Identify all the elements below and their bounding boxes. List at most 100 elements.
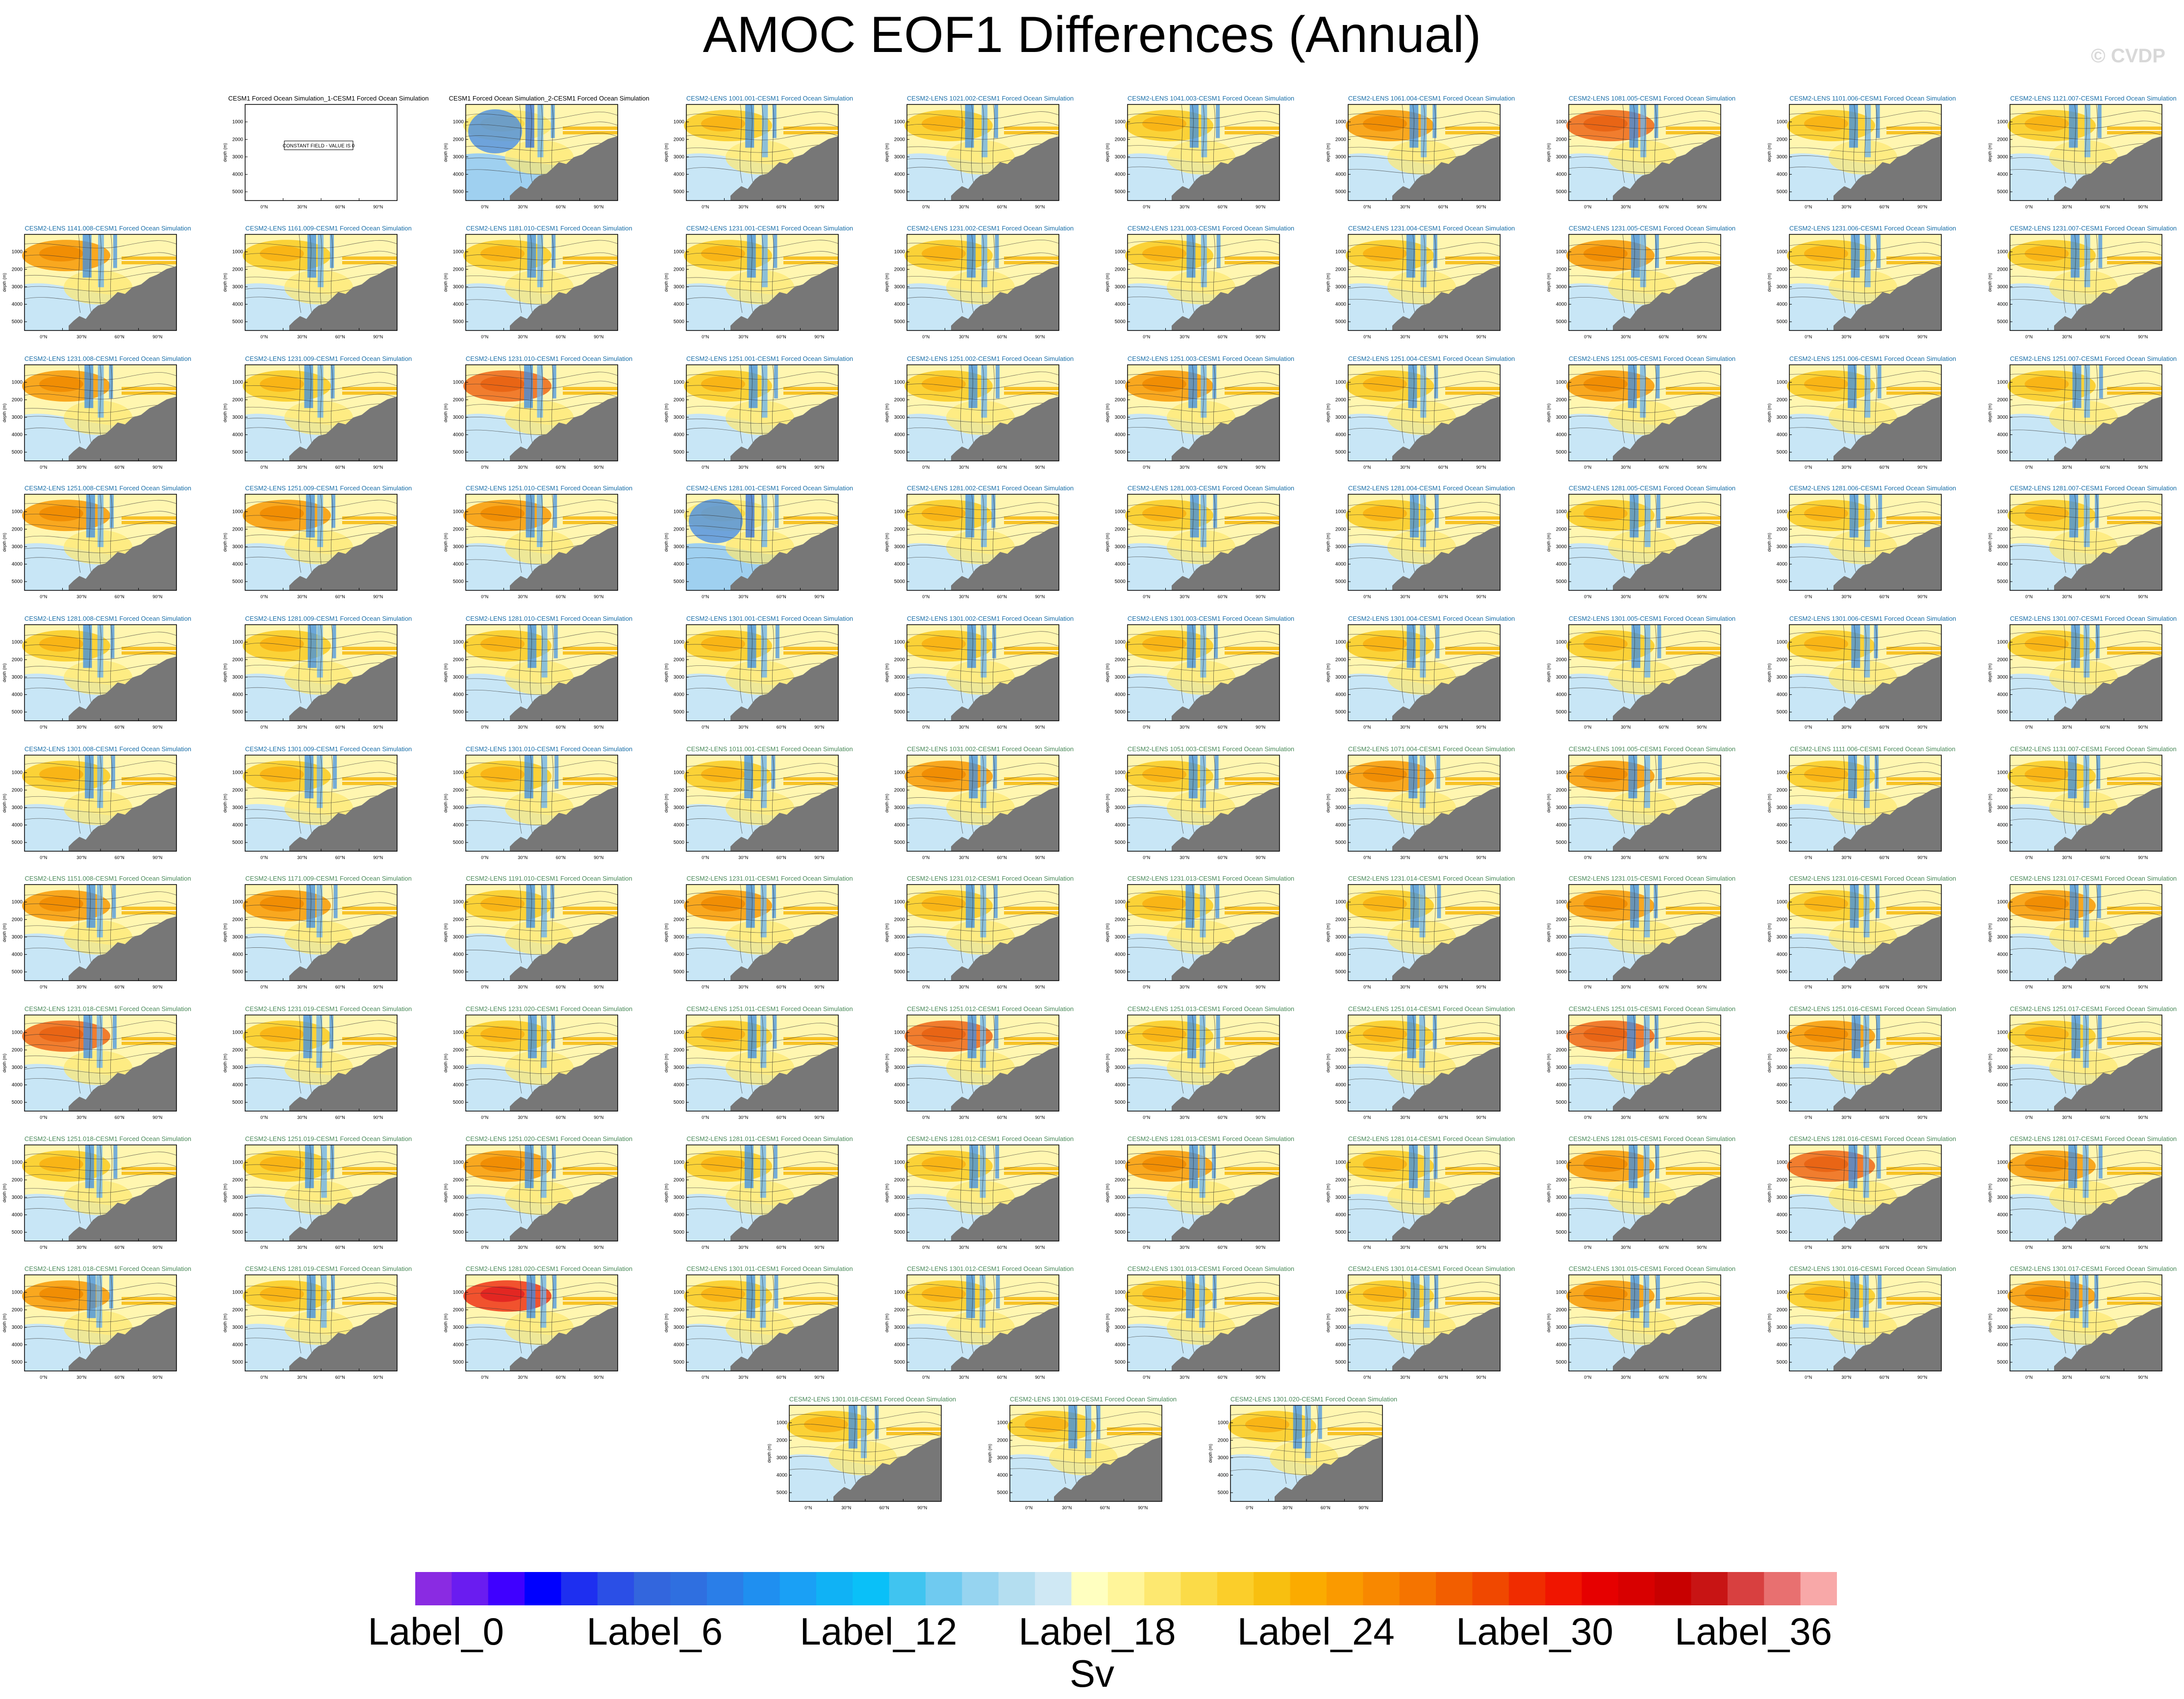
bathymetry [2054, 526, 2162, 590]
contour-line [960, 494, 963, 573]
x-tick-label: 30°N [2062, 465, 2072, 470]
y-tick-label: 4000 [453, 1213, 464, 1218]
contour-line [686, 512, 839, 521]
negative-column [745, 104, 754, 148]
x-tick-label: 30°N [76, 465, 86, 470]
contour-line [686, 132, 839, 140]
y-tick-label: 3000 [12, 1325, 23, 1330]
y-axis-label: depth (m) [1208, 1444, 1213, 1463]
contour-line [320, 884, 323, 964]
contour-line [1202, 234, 1205, 313]
y-tick-label: 2000 [1335, 1047, 1347, 1053]
x-tick-label: 0°N [260, 985, 268, 989]
x-tick-label: 0°N [481, 1115, 488, 1120]
negative-column [109, 494, 114, 528]
negative-column [524, 365, 533, 408]
y-tick-label: 2000 [1777, 527, 1788, 532]
y-tick-label: 5000 [674, 579, 685, 584]
x-tick-label: 60°N [777, 1115, 786, 1120]
y-tick-label: 1000 [1777, 640, 1788, 645]
amoc-panel: CESM2-LENS 1251.020-CESM1 Forced Ocean S… [441, 1135, 657, 1263]
y-tick-label: 3000 [1556, 1065, 1567, 1070]
y-axis-label: depth (m) [1987, 1184, 1992, 1203]
y-tick-label: 3000 [1777, 935, 1788, 940]
contour-line [465, 263, 618, 271]
x-tick-label: 0°N [922, 1245, 929, 1250]
y-tick-label: 2000 [894, 267, 905, 272]
y-tick-label: 2000 [453, 527, 464, 532]
y-axis-label: depth (m) [443, 143, 448, 162]
negative-column [1656, 494, 1660, 528]
x-tick-label: 0°N [1584, 855, 1591, 860]
y-tick-label: 1000 [894, 640, 905, 645]
contour-line [309, 755, 312, 834]
contour-line [24, 264, 177, 272]
y-axis-label: depth (m) [1987, 1314, 1992, 1333]
amoc-panel: CESM2-LENS 1171.009-CESM1 Forced Ocean S… [221, 875, 436, 1002]
positive-core [2025, 636, 2069, 652]
contour-line [1632, 494, 1636, 573]
bathymetry [1392, 526, 1500, 590]
contour-line [981, 364, 985, 444]
positive-core [1583, 896, 1628, 912]
amoc-panel: CESM2-LENS 1061.004-CESM1 Forced Ocean S… [1324, 95, 1539, 222]
y-tick-label: 3000 [997, 1455, 1008, 1461]
contour-line [1568, 913, 1721, 922]
x-tick-label: 0°N [260, 1245, 268, 1250]
x-tick-label: 90°N [1697, 1115, 1707, 1120]
y-tick-label: 2000 [1997, 397, 2008, 403]
contour-line [1202, 884, 1205, 964]
contour-line [1789, 783, 1942, 791]
y-tick-label: 5000 [453, 319, 464, 325]
y-tick-label: 5000 [232, 450, 244, 455]
y-tick-label: 1000 [232, 250, 244, 255]
contour-line [1348, 785, 1501, 793]
contour-line [750, 624, 753, 704]
negative-column [2094, 1275, 2099, 1309]
contour-line [540, 234, 544, 313]
amoc-panel: CESM2-LENS 1281.003-CESM1 Forced Ocean S… [1103, 484, 1319, 612]
x-tick-label: 90°N [1697, 465, 1707, 470]
x-tick-label: 60°N [335, 1375, 345, 1380]
y-tick-label: 4000 [1335, 823, 1347, 828]
panel-title: CESM2-LENS 1281.007-CESM1 Forced Ocean S… [2009, 484, 2177, 492]
contour-line [1568, 1162, 1721, 1170]
y-tick-label: 2000 [1556, 917, 1567, 922]
contour-line [99, 1144, 102, 1224]
y-tick-label: 4000 [674, 952, 685, 958]
y-axis-label: depth (m) [1105, 1054, 1110, 1073]
contour-line [750, 364, 753, 444]
negative-column [1212, 365, 1217, 399]
contour-line [529, 234, 533, 313]
y-tick-label: 4000 [232, 1343, 244, 1348]
contour-line [2009, 252, 2162, 259]
x-tick-label: 30°N [1400, 465, 1410, 470]
y-tick-label: 2000 [232, 657, 244, 662]
y-tick-label: 2000 [894, 1047, 905, 1053]
x-tick-label: 60°N [1438, 1245, 1448, 1250]
negative-column [1848, 755, 1857, 799]
x-tick-label: 90°N [1476, 725, 1486, 730]
y-tick-label: 2000 [674, 267, 685, 272]
x-tick-label: 60°N [1218, 465, 1228, 470]
y-axis-label: depth (m) [223, 143, 227, 162]
y-tick-label: 2000 [674, 787, 685, 793]
panel-title: CESM2-LENS 1041.003-CESM1 Forced Ocean S… [1127, 95, 1295, 102]
y-axis-label: depth (m) [1326, 1054, 1330, 1073]
x-tick-label: 0°N [1584, 1375, 1591, 1380]
x-tick-label: 30°N [959, 1375, 969, 1380]
positive-core [260, 506, 304, 522]
colorbar-swatch [1545, 1572, 1582, 1605]
x-tick-label: 0°N [1143, 465, 1150, 470]
contour-line [1643, 1014, 1647, 1094]
y-tick-label: 5000 [453, 1100, 464, 1105]
amoc-panel: CESM2-LENS 1251.013-CESM1 Forced Ocean S… [1103, 1005, 1319, 1133]
x-tick-label: 60°N [556, 334, 566, 339]
